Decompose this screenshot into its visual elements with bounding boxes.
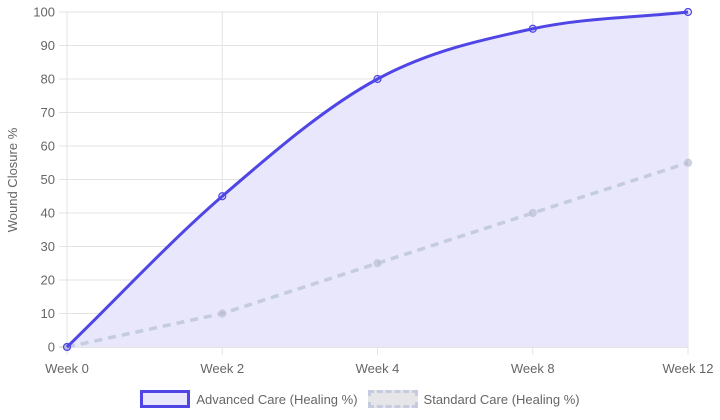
y-tick-label: 80 xyxy=(41,72,55,87)
standard-care-point[interactable] xyxy=(683,158,693,167)
y-tick-label: 10 xyxy=(41,306,55,321)
x-axis-ticks: Week 0 Week 2 Week 4 Week 8 Week 12 xyxy=(45,361,713,376)
advanced-care-point[interactable] xyxy=(218,192,227,201)
x-tick-label: Week 0 xyxy=(45,361,89,376)
x-tick-label: Week 12 xyxy=(662,361,713,376)
advanced-care-point[interactable] xyxy=(373,74,382,84)
legend-item-standard-care[interactable]: Standard Care (Healing %) xyxy=(367,390,580,408)
advanced-care-point[interactable] xyxy=(683,7,693,17)
x-tick-label: Week 8 xyxy=(511,361,555,376)
legend-item-advanced-care[interactable]: Advanced Care (Healing %) xyxy=(140,390,358,408)
x-tick-label: Week 2 xyxy=(200,361,244,376)
standard-care-swatch-icon xyxy=(367,390,418,408)
series-layer xyxy=(62,7,693,352)
y-tick-label: 100 xyxy=(33,5,55,20)
y-tick-label: 30 xyxy=(41,239,55,254)
y-tick-label: 20 xyxy=(41,273,55,288)
y-axis-title: Wound Closure % xyxy=(5,127,20,232)
x-tick-label: Week 4 xyxy=(356,361,400,376)
standard-care-point[interactable] xyxy=(373,259,382,268)
standard-care-point[interactable] xyxy=(528,208,537,218)
y-tick-label: 0 xyxy=(48,340,55,355)
advanced-care-point[interactable] xyxy=(528,24,537,33)
y-tick-label: 70 xyxy=(41,105,55,120)
y-axis-ticks: 0 10 20 30 40 50 60 70 80 90 100 xyxy=(33,5,55,355)
advanced-care-point[interactable] xyxy=(62,342,72,352)
legend: Advanced Care (Healing %) Standard Care … xyxy=(0,390,720,408)
legend-label-advanced-care: Advanced Care (Healing %) xyxy=(196,391,358,407)
y-tick-label: 50 xyxy=(41,172,55,187)
y-tick-label: 60 xyxy=(41,139,55,154)
advanced-care-line xyxy=(65,10,689,349)
standard-care-point[interactable] xyxy=(218,309,227,318)
y-tick-label: 40 xyxy=(41,206,55,221)
advanced-care-swatch-icon xyxy=(140,390,191,408)
advanced-care-area xyxy=(67,12,688,347)
y-tick-label: 90 xyxy=(41,38,55,53)
legend-label-standard-care: Standard Care (Healing %) xyxy=(423,391,580,407)
